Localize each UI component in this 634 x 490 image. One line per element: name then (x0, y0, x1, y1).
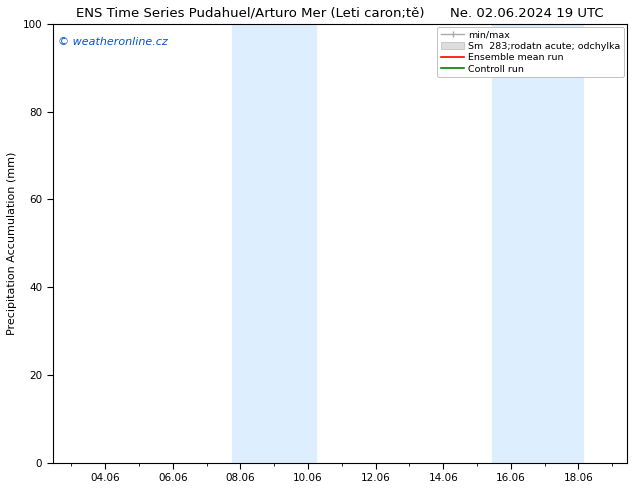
Bar (231, 24, 316, 463)
Text: © weatheronline.cz: © weatheronline.cz (58, 37, 168, 47)
Title: ENS Time Series Pudahuel/Arturo Mer (Leti caron;tě)      Ne. 02.06.2024 19 UTC: ENS Time Series Pudahuel/Arturo Mer (Let… (76, 7, 604, 20)
Bar (492, 24, 583, 463)
Legend: min/max, Sm  283;rodatn acute; odchylka, Ensemble mean run, Controll run: min/max, Sm 283;rodatn acute; odchylka, … (437, 27, 624, 77)
Y-axis label: Precipitation Accumulation (mm): Precipitation Accumulation (mm) (7, 151, 17, 335)
